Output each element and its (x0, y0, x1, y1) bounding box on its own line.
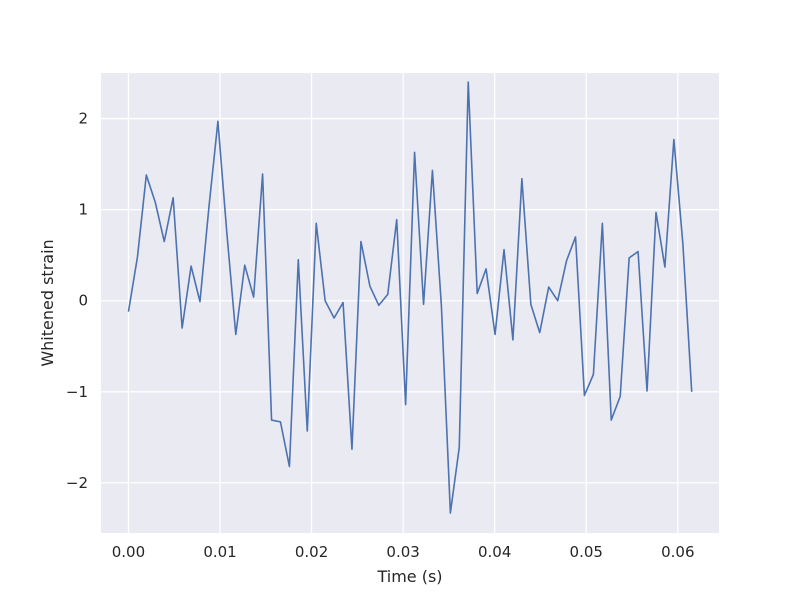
x-tick-label: 0.05 (570, 543, 603, 561)
x-tick-label: 0.04 (478, 543, 511, 561)
x-tick-label: 0.01 (203, 543, 236, 561)
y-tick-label: 0 (78, 292, 88, 310)
y-axis-label: Whitened strain (38, 239, 57, 366)
x-axis-label: Time (s) (376, 567, 442, 586)
x-tick-label: 0.03 (386, 543, 419, 561)
x-tick-label: 0.02 (295, 543, 328, 561)
y-tick-label: 2 (78, 110, 88, 128)
tick-labels: 0.00 0.01 0.02 0.03 0.04 0.05 0.06 2 1 0 −1 −2 (66, 110, 695, 561)
x-tick-label: 0.00 (112, 543, 145, 561)
y-tick-label: 1 (78, 201, 88, 219)
x-tick-label: 0.06 (661, 543, 694, 561)
y-tick-label: −1 (66, 383, 88, 401)
y-tick-label: −2 (66, 474, 88, 492)
series-line (127, 81, 693, 514)
